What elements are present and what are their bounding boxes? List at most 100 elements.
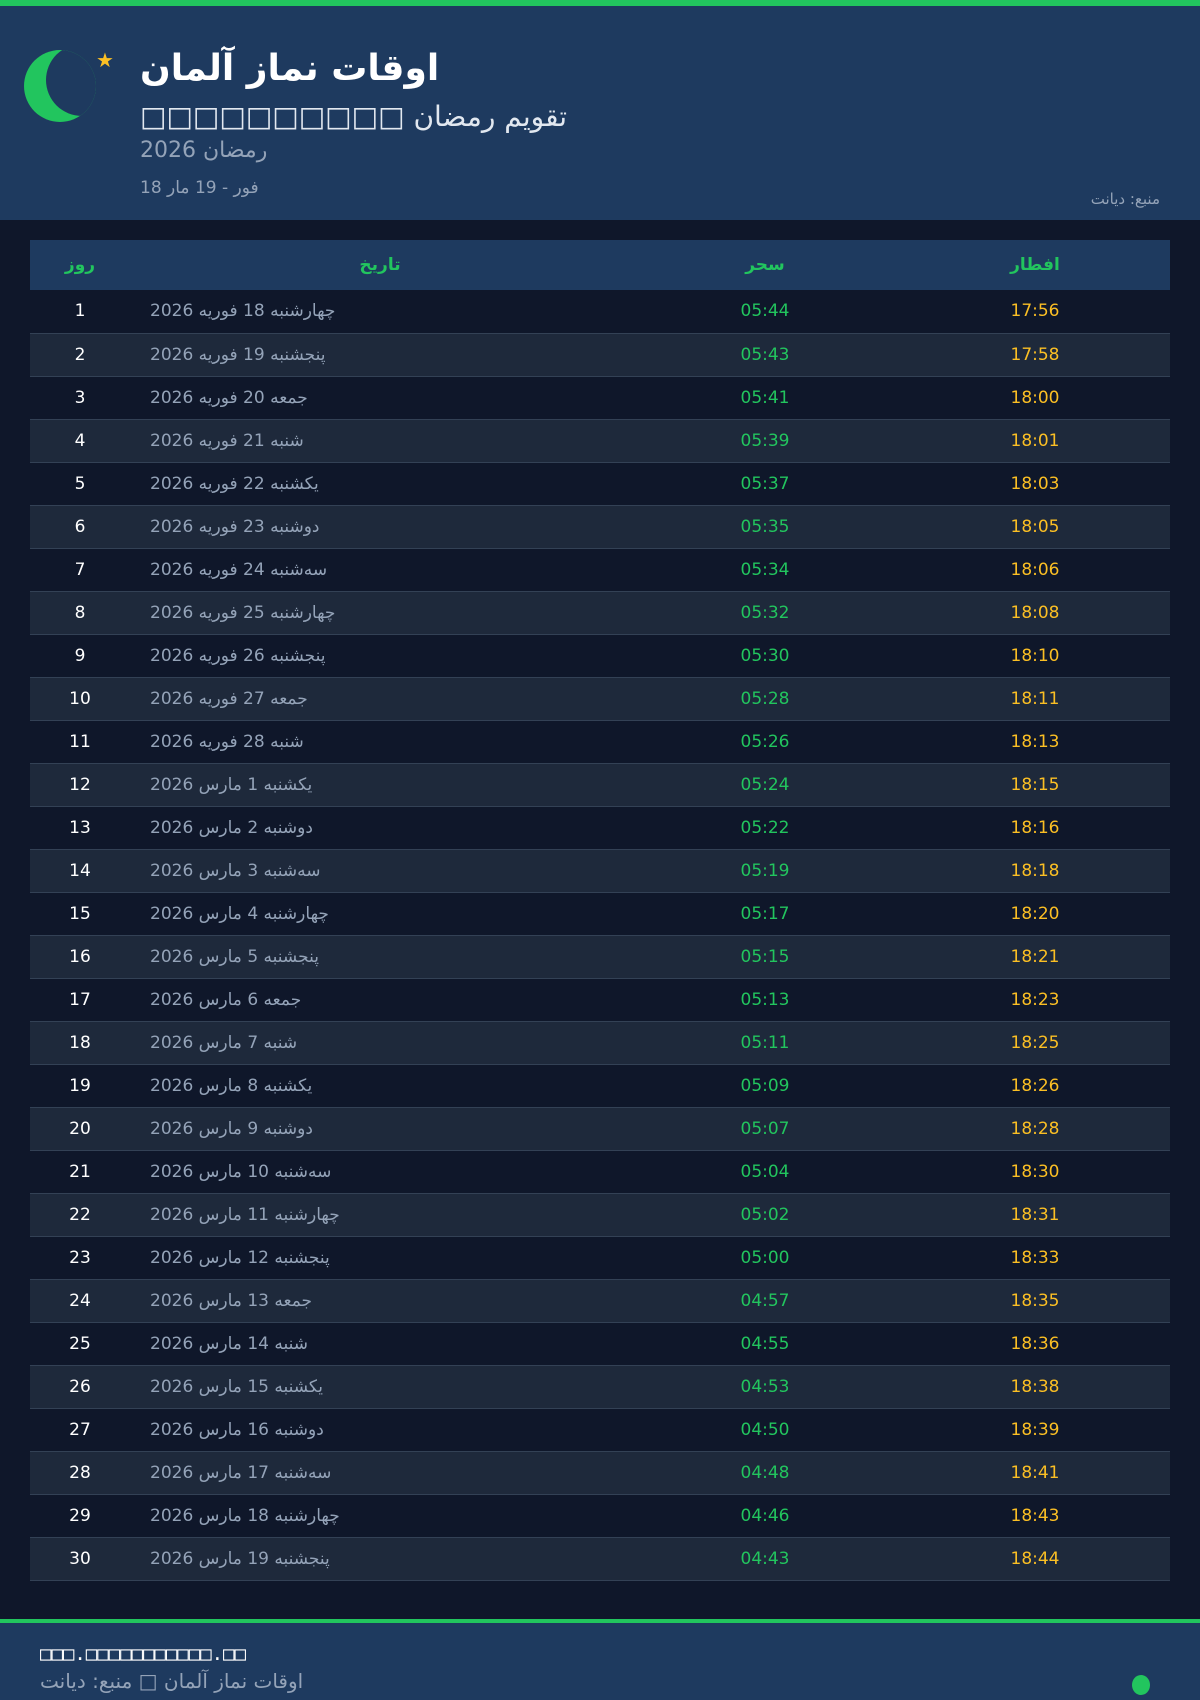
iftar-time: 18:01 <box>900 419 1170 463</box>
suhoor-time: 05:13 <box>630 978 900 1022</box>
ramadan-year: رمضان 2026 <box>140 138 268 163</box>
table-row: 16 پنجشنبه 5 مارس 2026 05:15 18:21 <box>30 935 1170 979</box>
suhoor-time: 04:50 <box>630 1408 900 1452</box>
day-cell: 7 <box>30 548 130 592</box>
top-accent-bar <box>0 0 1200 6</box>
day-cell: 17 <box>30 978 130 1022</box>
iftar-time: 18:43 <box>900 1494 1170 1538</box>
table-row: 15 چهارشنبه 4 مارس 2026 05:17 18:20 <box>30 892 1170 936</box>
iftar-time: 18:03 <box>900 462 1170 506</box>
page-subtitle: □□□□□□□□□□ تقویم رمضان <box>140 100 568 133</box>
day-cell: 16 <box>30 935 130 979</box>
day-cell: 12 <box>30 763 130 807</box>
iftar-time: 18:25 <box>900 1021 1170 1065</box>
day-cell: 14 <box>30 849 130 893</box>
day-cell: 24 <box>30 1279 130 1323</box>
date-cell: شنبه 28 فوریه 2026 <box>130 720 630 764</box>
table-row: 21 سه‌شنبه 10 مارس 2026 05:04 18:30 <box>30 1150 1170 1194</box>
footer-url[interactable]: □□□.□□□□□□□□□□□.□□ <box>40 1643 246 1665</box>
page-header: ★ اوقات نماز آلمان □□□□□□□□□□ تقویم رمضا… <box>0 6 1200 220</box>
date-cell: چهارشنبه 25 فوریه 2026 <box>130 591 630 635</box>
iftar-time: 18:10 <box>900 634 1170 678</box>
date-cell: چهارشنبه 18 فوریه 2026 <box>130 290 630 334</box>
table-row: 11 شنبه 28 فوریه 2026 05:26 18:13 <box>30 720 1170 764</box>
suhoor-time: 04:48 <box>630 1451 900 1495</box>
day-cell: 3 <box>30 376 130 420</box>
table-row: 2 پنجشنبه 19 فوریه 2026 05:43 17:58 <box>30 333 1170 377</box>
header-day: روز <box>30 240 130 290</box>
table-row: 10 جمعه 27 فوریه 2026 05:28 18:11 <box>30 677 1170 721</box>
date-cell: جمعه 27 فوریه 2026 <box>130 677 630 721</box>
table-row: 4 شنبه 21 فوریه 2026 05:39 18:01 <box>30 419 1170 463</box>
table-row: 6 دوشنبه 23 فوریه 2026 05:35 18:05 <box>30 505 1170 549</box>
header-iftar: افطار <box>900 240 1170 290</box>
date-cell: سه‌شنبه 24 فوریه 2026 <box>130 548 630 592</box>
date-cell: پنجشنبه 19 مارس 2026 <box>130 1537 630 1581</box>
iftar-time: 18:41 <box>900 1451 1170 1495</box>
iftar-time: 18:35 <box>900 1279 1170 1323</box>
table-row: 22 چهارشنبه 11 مارس 2026 05:02 18:31 <box>30 1193 1170 1237</box>
day-cell: 15 <box>30 892 130 936</box>
table-row: 7 سه‌شنبه 24 فوریه 2026 05:34 18:06 <box>30 548 1170 592</box>
iftar-time: 18:06 <box>900 548 1170 592</box>
date-cell: یکشنبه 1 مارس 2026 <box>130 763 630 807</box>
day-cell: 20 <box>30 1107 130 1151</box>
day-cell: 25 <box>30 1322 130 1366</box>
date-cell: دوشنبه 2 مارس 2026 <box>130 806 630 850</box>
date-cell: جمعه 6 مارس 2026 <box>130 978 630 1022</box>
date-range: 18 فور - 19 مار <box>140 178 259 198</box>
suhoor-time: 05:02 <box>630 1193 900 1237</box>
suhoor-time: 04:46 <box>630 1494 900 1538</box>
iftar-time: 18:20 <box>900 892 1170 936</box>
page-title: اوقات نماز آلمان <box>140 48 440 89</box>
iftar-time: 18:08 <box>900 591 1170 635</box>
day-cell: 27 <box>30 1408 130 1452</box>
date-cell: شنبه 7 مارس 2026 <box>130 1021 630 1065</box>
suhoor-time: 05:30 <box>630 634 900 678</box>
date-cell: جمعه 20 فوریه 2026 <box>130 376 630 420</box>
day-cell: 4 <box>30 419 130 463</box>
date-cell: دوشنبه 9 مارس 2026 <box>130 1107 630 1151</box>
table-row: 5 یکشنبه 22 فوریه 2026 05:37 18:03 <box>30 462 1170 506</box>
date-cell: چهارشنبه 4 مارس 2026 <box>130 892 630 936</box>
iftar-time: 18:31 <box>900 1193 1170 1237</box>
table-row: 24 جمعه 13 مارس 2026 04:57 18:35 <box>30 1279 1170 1323</box>
date-cell: یکشنبه 15 مارس 2026 <box>130 1365 630 1409</box>
iftar-time: 17:58 <box>900 333 1170 377</box>
table-row: 13 دوشنبه 2 مارس 2026 05:22 18:16 <box>30 806 1170 850</box>
suhoor-time: 05:19 <box>630 849 900 893</box>
iftar-time: 18:16 <box>900 806 1170 850</box>
table-row: 17 جمعه 6 مارس 2026 05:13 18:23 <box>30 978 1170 1022</box>
date-cell: سه‌شنبه 17 مارس 2026 <box>130 1451 630 1495</box>
date-cell: یکشنبه 8 مارس 2026 <box>130 1064 630 1108</box>
date-cell: سه‌شنبه 10 مارس 2026 <box>130 1150 630 1194</box>
date-cell: یکشنبه 22 فوریه 2026 <box>130 462 630 506</box>
day-cell: 2 <box>30 333 130 377</box>
source-label: منبع: دیانت <box>1090 190 1160 208</box>
footer-text: اوقات نماز آلمان □ منبع: دیانت <box>40 1669 304 1693</box>
suhoor-time: 05:04 <box>630 1150 900 1194</box>
table-row: 9 پنجشنبه 26 فوریه 2026 05:30 18:10 <box>30 634 1170 678</box>
iftar-time: 18:38 <box>900 1365 1170 1409</box>
table-row: 25 شنبه 14 مارس 2026 04:55 18:36 <box>30 1322 1170 1366</box>
suhoor-time: 05:07 <box>630 1107 900 1151</box>
table-row: 23 پنجشنبه 12 مارس 2026 05:00 18:33 <box>30 1236 1170 1280</box>
page-footer: □□□.□□□□□□□□□□□.□□ اوقات نماز آلمان □ من… <box>0 1623 1200 1700</box>
day-cell: 8 <box>30 591 130 635</box>
suhoor-time: 05:44 <box>630 290 900 334</box>
suhoor-time: 05:17 <box>630 892 900 936</box>
iftar-time: 18:05 <box>900 505 1170 549</box>
iftar-time: 18:30 <box>900 1150 1170 1194</box>
date-cell: شنبه 21 فوریه 2026 <box>130 419 630 463</box>
suhoor-time: 04:43 <box>630 1537 900 1581</box>
date-cell: شنبه 14 مارس 2026 <box>130 1322 630 1366</box>
suhoor-time: 05:37 <box>630 462 900 506</box>
table-row: 20 دوشنبه 9 مارس 2026 05:07 18:28 <box>30 1107 1170 1151</box>
table-row: 26 یکشنبه 15 مارس 2026 04:53 18:38 <box>30 1365 1170 1409</box>
suhoor-time: 05:28 <box>630 677 900 721</box>
day-cell: 28 <box>30 1451 130 1495</box>
table-row: 29 چهارشنبه 18 مارس 2026 04:46 18:43 <box>30 1494 1170 1538</box>
crescent-moon-icon <box>24 50 96 122</box>
table-row: 14 سه‌شنبه 3 مارس 2026 05:19 18:18 <box>30 849 1170 893</box>
table-row: 27 دوشنبه 16 مارس 2026 04:50 18:39 <box>30 1408 1170 1452</box>
